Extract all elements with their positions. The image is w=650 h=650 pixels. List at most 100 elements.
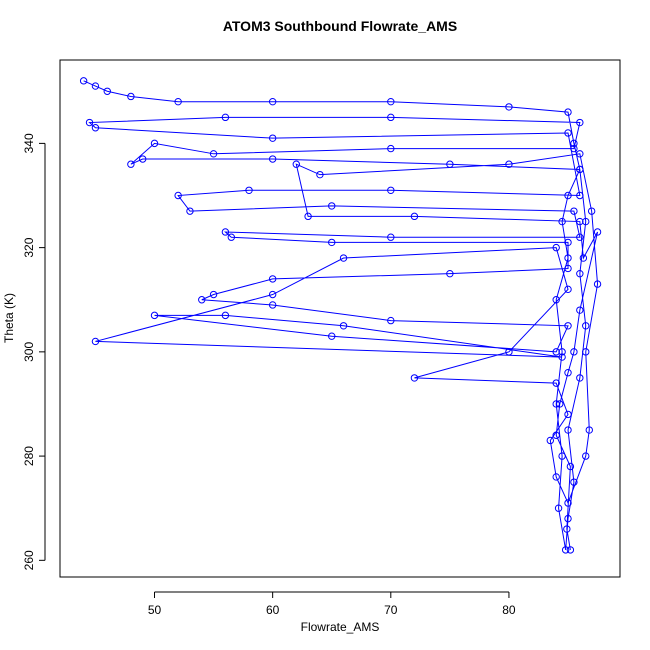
data-point (268, 290, 277, 299)
x-tick-label: 60 (266, 603, 280, 617)
data-point (566, 546, 575, 554)
data-point (268, 275, 277, 283)
data-point (268, 301, 277, 309)
data-point (552, 473, 560, 481)
x-tick-label: 70 (384, 603, 398, 617)
data-point (564, 108, 572, 116)
data-point (570, 144, 578, 153)
data-point (91, 124, 100, 132)
data-point (564, 264, 572, 273)
data-point (582, 322, 590, 330)
y-tick-label: 320 (22, 237, 36, 257)
data-point (576, 306, 584, 314)
data-point (554, 504, 563, 512)
data-point (387, 316, 395, 325)
data-point (563, 525, 571, 533)
data-point (564, 254, 572, 262)
data-point (268, 97, 277, 106)
data-point (339, 254, 348, 262)
data-point (410, 212, 419, 221)
data-point (558, 353, 566, 361)
data-point (576, 150, 584, 158)
data-point (561, 546, 570, 554)
data-point (552, 243, 560, 252)
data-point (570, 207, 578, 215)
data-point (387, 97, 395, 106)
data-point (570, 139, 578, 148)
data-point (556, 400, 564, 408)
data-point (566, 462, 575, 471)
y-tick-label: 340 (22, 133, 36, 153)
data-point (576, 233, 584, 241)
data-point (593, 280, 602, 288)
data-point (410, 374, 419, 382)
y-tick-label: 260 (22, 550, 36, 570)
data-point (339, 322, 348, 330)
data-point (268, 134, 277, 142)
data-point (174, 191, 182, 200)
data-point (150, 139, 159, 148)
data-point (328, 238, 336, 247)
data-point (85, 118, 94, 127)
y-axis-label: Theta (K) (2, 293, 16, 343)
data-point (103, 87, 111, 95)
data-point (564, 369, 572, 377)
data-point (564, 191, 572, 200)
data-point (564, 426, 572, 434)
data-point (198, 296, 206, 304)
data-point (558, 217, 566, 226)
data-point (91, 82, 100, 90)
data-point (505, 160, 513, 168)
data-point (564, 322, 572, 330)
data-point (304, 212, 312, 221)
data-point (174, 97, 182, 106)
data-point (139, 155, 147, 163)
data-point (579, 254, 588, 262)
data-point (564, 129, 572, 137)
data-point (576, 191, 584, 200)
data-point (245, 186, 253, 194)
data-point (292, 160, 300, 168)
data-point (127, 160, 135, 168)
data-point (576, 165, 584, 174)
y-tick-label: 280 (22, 446, 36, 466)
x-tick-label: 80 (502, 603, 516, 617)
data-point (227, 233, 236, 241)
data-point (328, 332, 336, 340)
data-point (328, 202, 336, 210)
plot-box (59, 59, 621, 578)
data-point (221, 311, 230, 320)
data-point (387, 233, 395, 241)
data-point (209, 150, 218, 158)
data-point (585, 426, 593, 434)
x-axis-label: Flowrate_AMS (301, 620, 380, 634)
data-line (83, 80, 599, 550)
data-point (552, 296, 560, 304)
data-point (446, 269, 454, 278)
data-point (564, 410, 572, 419)
data-point (209, 290, 218, 299)
data-point (582, 348, 590, 356)
data-point (552, 400, 560, 408)
data-point (79, 77, 88, 85)
data-point (570, 348, 578, 356)
data-point (564, 499, 572, 507)
data-point (576, 118, 584, 127)
data-point (587, 207, 596, 215)
data-point (564, 514, 572, 523)
data-point (552, 431, 560, 439)
data-point (593, 228, 602, 236)
data-point (316, 170, 324, 179)
data-point (91, 337, 100, 346)
data-point (558, 452, 566, 460)
data-point (564, 285, 572, 294)
data-point (576, 374, 584, 382)
data-point (570, 478, 578, 486)
data-point (552, 348, 560, 356)
data-point (552, 379, 560, 387)
data-point (505, 103, 513, 111)
x-tick-label: 50 (148, 603, 162, 617)
data-point (387, 144, 395, 153)
data-point (576, 269, 584, 278)
